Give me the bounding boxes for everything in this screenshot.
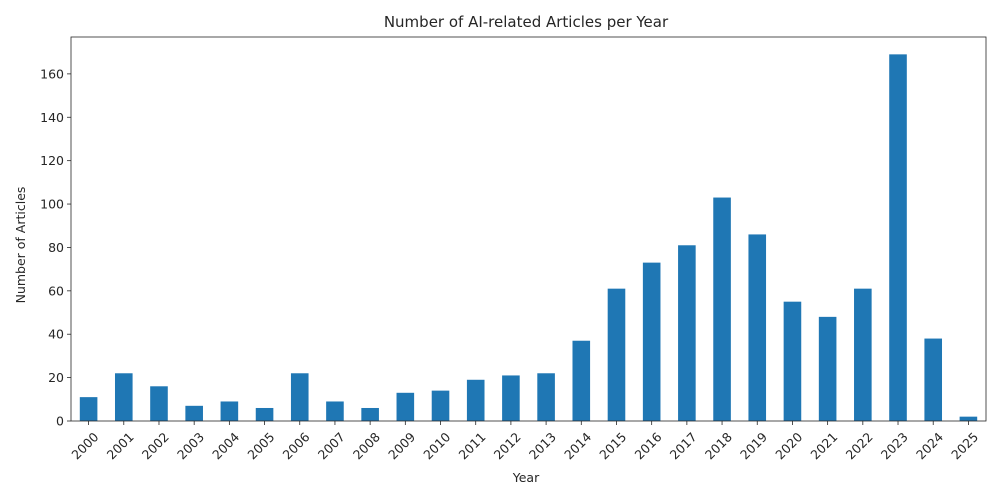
plot-frame bbox=[70, 36, 987, 422]
bar-2025 bbox=[959, 416, 978, 421]
bar-2004 bbox=[220, 401, 239, 421]
x-tick-label: 2020 bbox=[772, 429, 805, 462]
y-tick-label: 0 bbox=[56, 414, 64, 429]
x-tick-label: 2023 bbox=[878, 429, 911, 462]
y-tick-label: 160 bbox=[40, 66, 64, 81]
bar-2017 bbox=[678, 245, 696, 421]
x-tick-label: 2014 bbox=[561, 429, 594, 462]
bar-2007 bbox=[326, 401, 344, 421]
x-tick-label: 2018 bbox=[702, 429, 735, 462]
x-tick-label: 2019 bbox=[737, 429, 770, 462]
bar-2014 bbox=[572, 340, 591, 421]
bar-2019 bbox=[748, 234, 767, 421]
x-tick-label: 2009 bbox=[385, 429, 418, 462]
x-tick-label: 2012 bbox=[491, 429, 524, 462]
y-axis-label: Number of Articles bbox=[13, 187, 28, 304]
x-tick-label: 2006 bbox=[280, 429, 313, 462]
x-axis-label: Year bbox=[512, 470, 540, 485]
bar-2002 bbox=[150, 386, 168, 421]
y-tick-label: 100 bbox=[40, 197, 64, 212]
x-tick-label: 2003 bbox=[174, 429, 207, 462]
x-tick-label: 2024 bbox=[913, 429, 946, 462]
bar-2001 bbox=[114, 373, 133, 421]
chart-title: Number of AI-related Articles per Year bbox=[384, 13, 669, 31]
y-tick-label: 60 bbox=[48, 283, 64, 298]
bar-2016 bbox=[642, 262, 661, 421]
y-tick-label: 40 bbox=[48, 327, 64, 342]
bar-2003 bbox=[185, 405, 203, 421]
bar-2009 bbox=[396, 392, 415, 421]
axes-frame bbox=[70, 36, 987, 422]
x-tick-label: 2011 bbox=[456, 429, 489, 462]
bar-2006 bbox=[290, 373, 309, 421]
y-axis-ticks: 0 20 40 60 80 100 120 140 160 bbox=[40, 66, 71, 429]
x-tick-label: 2004 bbox=[209, 429, 242, 462]
bar-2008 bbox=[361, 407, 379, 421]
y-tick-label: 80 bbox=[48, 240, 64, 255]
x-tick-label: 2005 bbox=[244, 429, 277, 462]
bars-group bbox=[79, 54, 978, 422]
x-tick-label: 2021 bbox=[807, 429, 840, 462]
y-tick-label: 140 bbox=[40, 110, 64, 125]
bar-2000 bbox=[79, 397, 98, 421]
bar-2021 bbox=[818, 316, 837, 421]
x-tick-label: 2013 bbox=[526, 429, 559, 462]
bar-2011 bbox=[466, 379, 485, 421]
x-tick-label: 2008 bbox=[350, 429, 383, 462]
bar-2023 bbox=[889, 54, 907, 422]
bar-2022 bbox=[854, 288, 872, 421]
y-tick-label: 120 bbox=[40, 153, 64, 168]
bar-2005 bbox=[255, 407, 274, 421]
y-tick-label: 20 bbox=[48, 370, 64, 385]
x-tick-label: 2010 bbox=[420, 429, 453, 462]
x-tick-label: 2025 bbox=[948, 429, 981, 462]
x-tick-label: 2022 bbox=[843, 429, 876, 462]
bar-2013 bbox=[537, 373, 555, 421]
bar-2010 bbox=[431, 390, 450, 421]
bar-2012 bbox=[502, 375, 520, 421]
bar-2015 bbox=[607, 288, 626, 421]
x-tick-label: 2015 bbox=[596, 429, 629, 462]
x-axis-ticks: 2000 2001 2002 2003 2004 2005 2006 2007 2008 2009… bbox=[68, 421, 981, 462]
bar-2018 bbox=[713, 197, 731, 421]
x-tick-label: 2007 bbox=[315, 429, 348, 462]
x-tick-label: 2017 bbox=[667, 429, 700, 462]
bar-2024 bbox=[924, 338, 943, 421]
bar-2020 bbox=[783, 301, 802, 421]
x-tick-label: 2016 bbox=[631, 429, 664, 462]
x-tick-label: 2000 bbox=[68, 429, 101, 462]
x-tick-label: 2002 bbox=[139, 429, 172, 462]
x-tick-label: 2001 bbox=[104, 429, 137, 462]
